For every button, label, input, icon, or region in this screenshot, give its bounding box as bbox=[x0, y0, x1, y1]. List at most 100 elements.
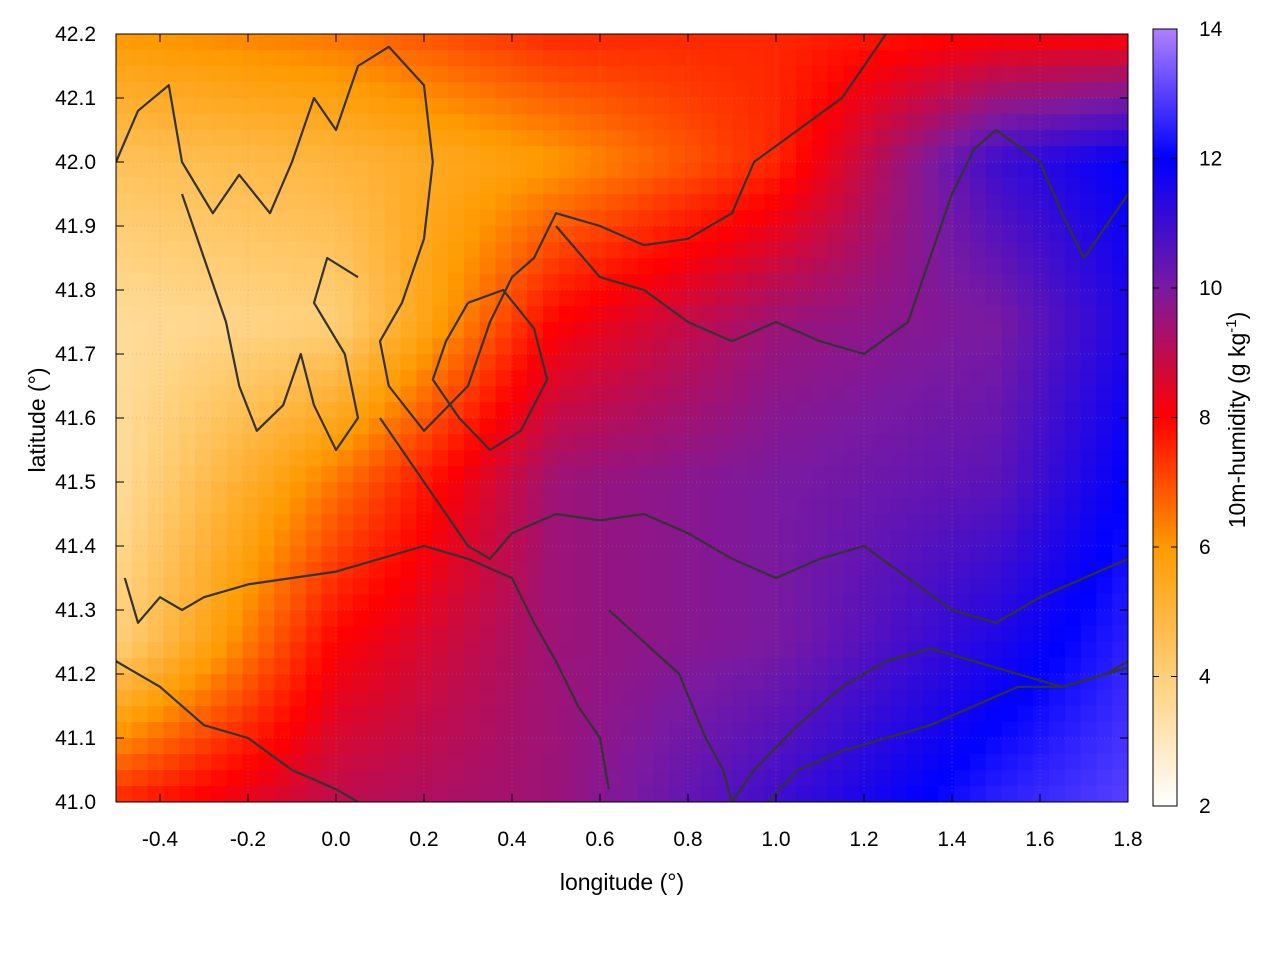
heatmap-cell bbox=[606, 370, 623, 387]
heatmap-cell bbox=[400, 386, 418, 403]
heatmap-cell bbox=[716, 626, 734, 643]
heatmap-cell bbox=[985, 738, 1003, 755]
heatmap-cell bbox=[1064, 722, 1082, 739]
heatmap-cell bbox=[590, 450, 607, 467]
heatmap-cell bbox=[210, 114, 228, 131]
heatmap-cell bbox=[210, 146, 228, 163]
heatmap-cell bbox=[890, 594, 908, 611]
heatmap-cell bbox=[1080, 690, 1097, 707]
heatmap-cell bbox=[795, 690, 813, 707]
heatmap-cell bbox=[258, 562, 275, 579]
heatmap-cell bbox=[416, 322, 433, 339]
heatmap-cell bbox=[337, 450, 354, 467]
heatmap-cell bbox=[116, 322, 133, 339]
heatmap-cell bbox=[922, 34, 939, 51]
heatmap-cell bbox=[1080, 114, 1097, 131]
heatmap-cell bbox=[938, 418, 955, 435]
heatmap-cell bbox=[1033, 66, 1050, 83]
heatmap-cell bbox=[116, 514, 133, 531]
heatmap-cell bbox=[463, 578, 481, 595]
heatmap-cell bbox=[210, 690, 228, 707]
heatmap-cell bbox=[669, 450, 686, 467]
heatmap-cell bbox=[289, 242, 307, 259]
heatmap-cell bbox=[637, 210, 655, 227]
heatmap-cell bbox=[669, 498, 686, 515]
heatmap-cell bbox=[511, 258, 528, 275]
heatmap-cell bbox=[384, 482, 402, 499]
heatmap-cell bbox=[653, 738, 671, 755]
heatmap-cell bbox=[574, 530, 591, 547]
heatmap-cell bbox=[226, 130, 244, 147]
heatmap-cell bbox=[163, 786, 180, 802]
heatmap-cell bbox=[305, 162, 323, 179]
heatmap-cell bbox=[590, 562, 607, 579]
heatmap-cell bbox=[479, 530, 497, 547]
heatmap-cell bbox=[353, 130, 370, 147]
heatmap-cell bbox=[985, 450, 1003, 467]
heatmap-cell bbox=[637, 242, 655, 259]
heatmap-cell bbox=[558, 562, 576, 579]
heatmap-cell bbox=[116, 306, 133, 323]
heatmap-cell bbox=[954, 194, 971, 211]
heatmap-cell bbox=[653, 50, 671, 67]
heatmap-cell bbox=[843, 626, 860, 643]
heatmap-cell bbox=[843, 738, 860, 755]
heatmap-cell bbox=[669, 418, 686, 435]
heatmap-cell bbox=[289, 482, 307, 499]
heatmap-cell bbox=[1001, 370, 1018, 387]
heatmap-cell bbox=[653, 530, 671, 547]
heatmap-cell bbox=[242, 194, 259, 211]
heatmap-cell bbox=[258, 418, 275, 435]
heatmap-cell bbox=[890, 610, 908, 627]
heatmap-cell bbox=[890, 226, 908, 243]
heatmap-cell bbox=[1048, 434, 1066, 451]
heatmap-cell bbox=[606, 114, 623, 131]
heatmap-cell bbox=[859, 402, 876, 419]
heatmap-cell bbox=[448, 482, 465, 499]
heatmap-cell bbox=[1064, 370, 1082, 387]
heatmap-cell bbox=[1001, 210, 1018, 227]
heatmap-cell bbox=[432, 114, 449, 131]
heatmap-cell bbox=[985, 290, 1003, 307]
heatmap-cell bbox=[622, 450, 639, 467]
heatmap-cell bbox=[369, 498, 386, 515]
heatmap-cell bbox=[448, 242, 465, 259]
heatmap-cell bbox=[369, 82, 386, 99]
heatmap-cell bbox=[732, 82, 750, 99]
heatmap-cell bbox=[1048, 274, 1066, 291]
heatmap-cell bbox=[479, 66, 497, 83]
heatmap-cell bbox=[274, 594, 291, 611]
heatmap-cell bbox=[1064, 402, 1082, 419]
heatmap-cell bbox=[479, 178, 497, 195]
heatmap-cell bbox=[890, 370, 908, 387]
heatmap-cell bbox=[131, 466, 149, 483]
heatmap-cell bbox=[748, 594, 765, 611]
heatmap-cell bbox=[384, 354, 402, 371]
heatmap-cell bbox=[622, 82, 639, 99]
heatmap-cell bbox=[574, 594, 591, 611]
heatmap-cell bbox=[400, 578, 418, 595]
heatmap-cell bbox=[416, 386, 433, 403]
heatmap-cell bbox=[811, 178, 829, 195]
heatmap-cell bbox=[764, 610, 781, 627]
heatmap-cell bbox=[163, 610, 180, 627]
heatmap-cell bbox=[369, 258, 386, 275]
heatmap-cell bbox=[748, 194, 765, 211]
heatmap-cell bbox=[179, 418, 196, 435]
heatmap-cell bbox=[558, 114, 576, 131]
heatmap-cell bbox=[811, 738, 829, 755]
heatmap-cell bbox=[669, 594, 686, 611]
heatmap-cell bbox=[384, 242, 402, 259]
contour-line bbox=[116, 34, 887, 432]
heatmap-cell bbox=[116, 706, 133, 723]
heatmap-cell bbox=[1080, 178, 1097, 195]
heatmap-cell bbox=[305, 194, 323, 211]
heatmap-cell bbox=[669, 786, 686, 802]
heatmap-cell bbox=[574, 738, 591, 755]
heatmap-cell bbox=[195, 194, 212, 211]
heatmap-cell bbox=[305, 674, 323, 691]
heatmap-cell bbox=[305, 482, 323, 499]
heatmap-cell bbox=[416, 498, 433, 515]
heatmap-cell bbox=[195, 114, 212, 131]
heatmap-cell bbox=[985, 306, 1003, 323]
